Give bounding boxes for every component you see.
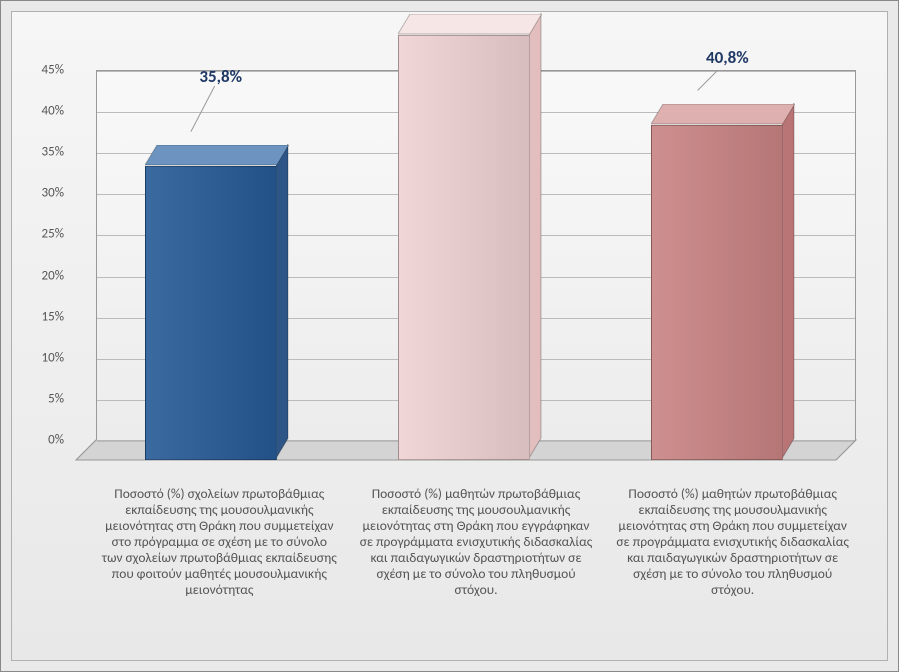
category-label: Ποσοστό (%) μαθητών πρωτοβάθμιας εκπαίδε… — [609, 486, 856, 597]
bar — [651, 105, 783, 460]
y-tick-label: 40% — [42, 104, 64, 119]
y-tick-label: 10% — [42, 350, 64, 365]
y-tick-label: 45% — [42, 63, 64, 78]
y-tick-label: 5% — [48, 391, 64, 406]
y-axis-ticks: 0%5%10%15%20%25%30%35%40%45% — [24, 70, 70, 442]
category-label: Ποσοστό (%) σχολείων πρωτοβάθμιας εκπαίδ… — [96, 486, 343, 597]
bar-value-label: 35,8% — [199, 66, 242, 87]
bar — [398, 15, 530, 460]
plot-area: 35,8%51,7%40,8% — [74, 70, 874, 470]
y-tick-label: 30% — [42, 186, 64, 201]
y-tick-label: 0% — [48, 433, 64, 448]
bars-group — [96, 70, 856, 462]
chart-container: 0% 5% 10% 15% 20% 25% 30% 35% 40% 45% 35,8%51,7%4… — [0, 0, 899, 672]
bar — [145, 146, 277, 460]
y-tick-label: 35% — [42, 145, 64, 160]
y-tick-label: 25% — [42, 227, 64, 242]
y-tick-label: 15% — [42, 309, 64, 324]
bar-value-label: 40,8% — [706, 47, 749, 68]
category-label: Ποσοστό (%) μαθητών πρωτοβάθμιας εκπαίδε… — [353, 486, 600, 597]
category-labels: Ποσοστό (%) σχολείων πρωτοβάθμιας εκπαίδ… — [96, 486, 856, 597]
chart-plot-frame: 0% 5% 10% 15% 20% 25% 30% 35% 40% 45% 35,8%51,7%4… — [11, 11, 888, 661]
y-tick-label: 20% — [42, 268, 64, 283]
